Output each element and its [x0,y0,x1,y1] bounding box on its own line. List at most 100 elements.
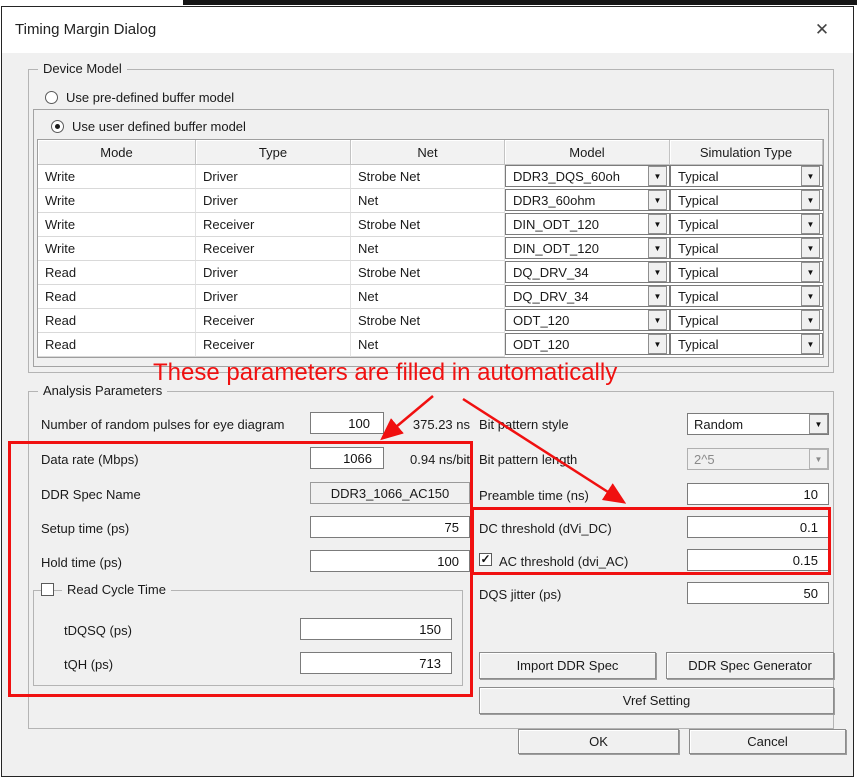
chevron-down-icon[interactable]: ▼ [648,166,667,186]
chevron-down-icon[interactable]: ▼ [648,286,667,306]
ddr-spec-generator-button[interactable]: DDR Spec Generator [666,652,834,679]
bit-pattern-length-value: 2^5 [694,452,715,467]
bit-pattern-style-combo[interactable]: Random ▼ [687,413,829,435]
chevron-down-icon[interactable]: ▼ [809,414,828,434]
dialog-titlebar[interactable]: Timing Margin Dialog ✕ [2,7,853,53]
cell-model-combo[interactable]: DQ_DRV_34▼ [505,261,670,283]
sim-value: Typical [678,265,718,280]
chevron-down-icon[interactable]: ▼ [648,238,667,258]
cell-mode: Write [38,165,196,189]
radio-userdefined-label: Use user defined buffer model [72,119,246,134]
preamble-time-input[interactable] [687,483,829,505]
chevron-down-icon[interactable]: ▼ [801,286,820,306]
preamble-time-label: Preamble time (ns) [479,488,589,503]
chevron-down-icon[interactable]: ▼ [801,166,820,186]
ac-threshold-checkbox[interactable]: ✓ [479,553,492,566]
cell-mode: Write [38,237,196,261]
sim-value: Typical [678,217,718,232]
cell-type: Receiver [196,309,351,333]
setup-time-input[interactable] [310,516,470,538]
chevron-down-icon[interactable]: ▼ [648,214,667,234]
chevron-down-icon[interactable]: ▼ [648,334,667,354]
bit-pattern-length-combo: 2^5 ▼ [687,448,829,470]
cell-model-combo[interactable]: DDR3_60ohm▼ [505,189,670,211]
cell-net: Strobe Net [351,165,505,189]
hold-time-label: Hold time (ps) [41,555,122,570]
radio-predefined-buffer[interactable] [45,91,58,104]
cell-model-combo[interactable]: ODT_120 ▼ [505,309,670,331]
ddr-spec-name-label: DDR Spec Name [41,487,141,502]
pulses-note: 375.23 ns [396,417,470,432]
chevron-down-icon[interactable]: ▼ [801,334,820,354]
chevron-down-icon[interactable]: ▼ [648,310,667,330]
radio-userdefined-buffer[interactable] [51,120,64,133]
tdqsq-input[interactable] [300,618,452,640]
cell-model-combo[interactable]: ODT_120▼ [505,333,670,355]
ok-button[interactable]: OK [518,729,679,754]
cell-type: Receiver [196,333,351,357]
cell-sim-combo[interactable]: Typical ▼ [670,333,823,355]
cell-net: Net [351,285,505,309]
cell-net: Net [351,189,505,213]
pulses-label: Number of random pulses for eye diagram [41,417,285,432]
hold-time-input[interactable] [310,550,470,572]
device-model-legend: Device Model [38,61,127,76]
cell-type: Driver [196,261,351,285]
sim-value: Typical [678,289,718,304]
cell-type: Driver [196,189,351,213]
cell-model-combo[interactable]: DDR3_DQS_60oh▼ [505,165,670,187]
cell-sim-combo[interactable]: Typical ▼ [670,213,823,235]
cell-sim-combo[interactable]: Typical ▼ [670,285,823,307]
cell-type: Driver [196,285,351,309]
chevron-down-icon: ▼ [809,449,828,469]
timing-margin-dialog: Timing Margin Dialog ✕ Device Model Use … [1,6,854,777]
tdqsq-label: tDQSQ (ps) [64,623,132,638]
data-rate-label: Data rate (Mbps) [41,452,139,467]
chevron-down-icon[interactable]: ▼ [801,214,820,234]
sim-value: Typical [678,193,718,208]
dc-threshold-input[interactable] [687,516,829,538]
tqh-input[interactable] [300,652,452,674]
col-header-net: Net [351,140,505,165]
cell-model-combo[interactable]: DQ_DRV_34▼ [505,285,670,307]
sim-value: Typical [678,313,718,328]
vref-setting-button[interactable]: Vref Setting [479,687,834,714]
cell-model-combo[interactable]: DIN_ODT_120▼ [505,213,670,235]
bit-pattern-length-label: Bit pattern length [479,452,577,467]
close-icon[interactable]: ✕ [807,16,837,44]
cell-sim-combo[interactable]: Typical ▼ [670,309,823,331]
model-value: DIN_ODT_120 [513,241,599,256]
data-rate-note: 0.94 ns/bit [392,452,470,467]
chevron-down-icon[interactable]: ▼ [801,262,820,282]
ddr-spec-name-field: DDR3_1066_AC150 [310,482,470,504]
sim-value: Typical [678,169,718,184]
ac-threshold-input[interactable] [687,549,829,571]
pulses-input[interactable] [310,412,384,434]
data-rate-input[interactable] [310,447,384,469]
dqs-jitter-input[interactable] [687,582,829,604]
cell-mode: Write [38,189,196,213]
cell-net: Net [351,237,505,261]
cell-net: Strobe Net [351,213,505,237]
cell-sim-combo[interactable]: Typical ▼ [670,261,823,283]
analysis-parameters-legend: Analysis Parameters [38,383,167,398]
chevron-down-icon[interactable]: ▼ [801,310,820,330]
model-value: ODT_120 [513,313,569,328]
cell-sim-combo[interactable]: Typical ▼ [670,165,823,187]
tqh-label: tQH (ps) [64,657,113,672]
chevron-down-icon[interactable]: ▼ [648,190,667,210]
col-header-simtype: Simulation Type [670,140,823,165]
buffer-model-table: Mode Type Net Model Simulation Type Writ… [37,139,824,358]
cancel-button[interactable]: Cancel [689,729,846,754]
cell-sim-combo[interactable]: Typical▼ [670,237,823,259]
ac-threshold-label: AC threshold (dvi_AC) [499,554,628,569]
read-cycle-time-checkbox[interactable] [41,583,54,596]
bit-pattern-style-label: Bit pattern style [479,417,569,432]
chevron-down-icon[interactable]: ▼ [801,238,820,258]
chevron-down-icon[interactable]: ▼ [648,262,667,282]
cell-model-combo[interactable]: DIN_ODT_120 ▼ [505,237,670,259]
sim-value: Typical [678,337,718,352]
import-ddr-spec-button[interactable]: Import DDR Spec [479,652,656,679]
cell-sim-combo[interactable]: Typical ▼ [670,189,823,211]
chevron-down-icon[interactable]: ▼ [801,190,820,210]
